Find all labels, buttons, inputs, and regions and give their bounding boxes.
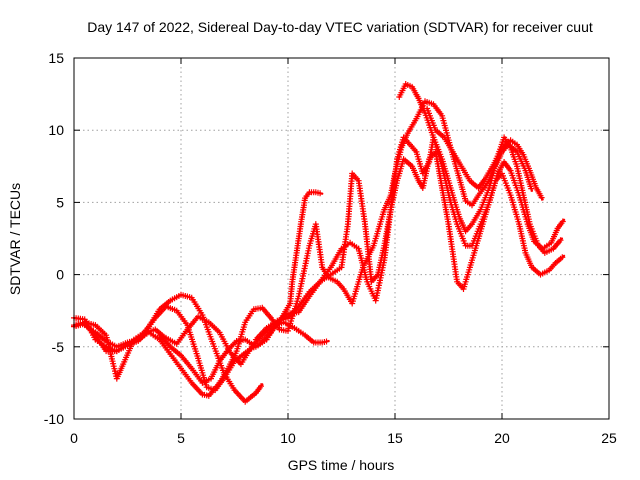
y-tick-label: -5 (52, 339, 65, 355)
axis-ticks: 0 5 10 15 20 25 -10 -5 0 5 10 15 (44, 50, 617, 446)
series-track-5 (156, 134, 566, 386)
plus-markers (156, 134, 566, 386)
plus-markers (81, 98, 535, 399)
x-tick-label: 0 (70, 430, 78, 446)
plus-markers (252, 148, 566, 343)
x-tick-label: 20 (494, 430, 510, 446)
series-track-7 (396, 81, 564, 256)
plus-markers (71, 189, 324, 394)
y-tick-label: 15 (48, 50, 64, 66)
series-track-6 (252, 148, 566, 343)
x-tick-label: 15 (387, 430, 403, 446)
plus-markers (424, 105, 545, 201)
grid-lines (74, 58, 609, 419)
y-axis-label: SDTVAR / TECUs (7, 183, 23, 295)
y-tick-label: 0 (56, 267, 64, 283)
x-axis-label: GPS time / hours (288, 457, 395, 473)
series-path (254, 150, 566, 341)
plot-frame (73, 57, 610, 420)
data-series (71, 81, 566, 405)
series-track-2 (71, 189, 324, 394)
series-track-8 (424, 105, 545, 201)
chart-title: Day 147 of 2022, Sidereal Day-to-day VTE… (87, 19, 593, 35)
y-tick-label: -10 (44, 411, 64, 427)
x-tick-label: 25 (601, 430, 617, 446)
series-track-4 (81, 98, 535, 399)
y-tick-label: 10 (48, 122, 64, 138)
x-tick-label: 5 (177, 430, 185, 446)
x-tick-label: 10 (280, 430, 296, 446)
y-tick-label: 5 (56, 194, 64, 210)
